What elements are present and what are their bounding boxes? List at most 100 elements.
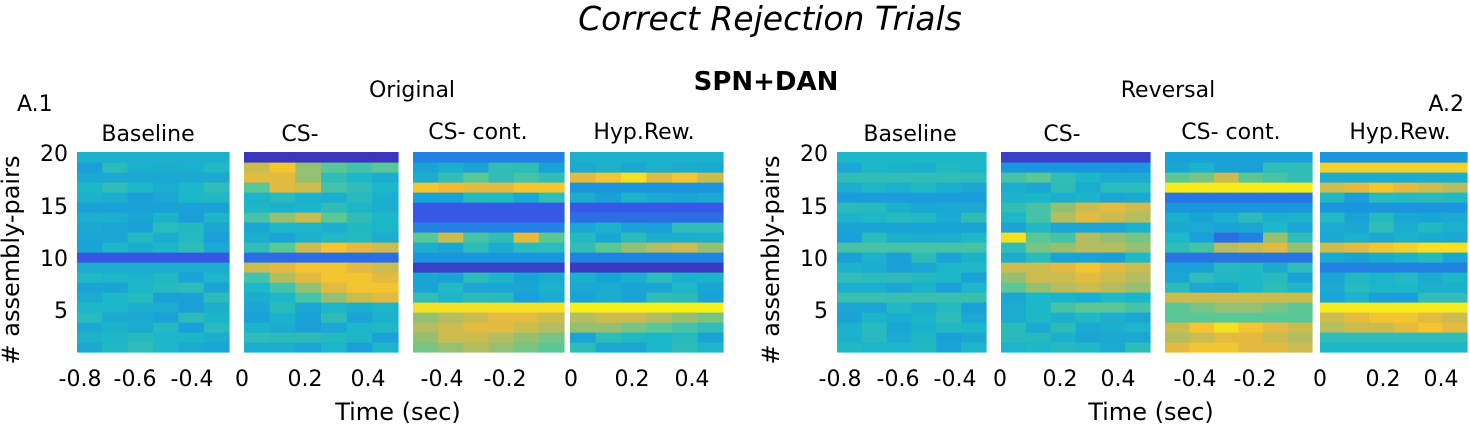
heatmap-cell (837, 292, 863, 303)
x-axis-label: Time (sec) (1087, 398, 1214, 426)
heatmap-cell (1125, 262, 1151, 273)
heatmap-cell (1189, 182, 1215, 193)
heatmap-cell (936, 242, 962, 253)
heatmap-cell (295, 182, 322, 193)
heatmap-cell (1263, 322, 1289, 333)
heatmap-cell (203, 332, 230, 343)
heatmap-cell (438, 302, 464, 313)
heatmap-cell (697, 162, 724, 173)
heatmap-cell (1100, 172, 1126, 183)
heatmap-cell (1214, 212, 1240, 223)
heatmap-cell (697, 182, 724, 193)
heatmap-cell (178, 332, 205, 343)
heatmap-cell (595, 232, 622, 243)
heatmap-cell (178, 292, 205, 303)
heatmap-cell (488, 202, 515, 213)
heatmap-cell (861, 252, 888, 263)
heatmap-cell (1050, 162, 1077, 173)
heatmap-cell (538, 262, 565, 273)
heatmap-cell (1442, 262, 1468, 273)
heatmap-cell (570, 192, 597, 203)
heatmap-cell (837, 192, 863, 203)
heatmap-cell (463, 252, 490, 263)
heatmap-cell (127, 202, 154, 213)
heatmap-cell (595, 342, 622, 353)
heatmap-cell (153, 322, 179, 333)
heatmap-cell (1320, 162, 1346, 173)
heatmap-cell (463, 212, 490, 223)
heatmap-cell (1165, 202, 1191, 213)
heatmap-cell (861, 212, 888, 223)
heatmap-cell (538, 232, 565, 243)
heatmap-cell (538, 312, 565, 323)
heatmap-cell (203, 202, 230, 213)
heatmap-cell (1189, 242, 1215, 253)
heatmap-cell (1075, 252, 1101, 263)
heatmap-cell (203, 282, 230, 293)
heatmap-cell (463, 322, 490, 333)
heatmap-cell (1050, 292, 1077, 303)
heatmap-cell (513, 172, 540, 183)
heatmap-cell (1025, 162, 1052, 173)
heatmap-cell (488, 282, 515, 293)
heatmap-cell (513, 292, 540, 303)
heatmap-cell (438, 152, 464, 163)
heatmap-cell (413, 302, 439, 313)
heatmap-cell (1125, 302, 1151, 313)
heatmap-cell (153, 302, 179, 313)
heatmap-cell (1238, 182, 1264, 193)
heatmap-cell (1344, 282, 1370, 293)
heatmap-cell (269, 252, 296, 263)
heatmap-cell (1075, 342, 1101, 353)
heatmap-cell (153, 312, 179, 323)
heatmap-cell (1393, 182, 1419, 193)
heatmap-cell (672, 202, 699, 213)
heatmap-cell (1369, 322, 1395, 333)
heatmap-cell (886, 342, 913, 353)
heatmap-cell (595, 272, 622, 283)
heatmap-cell (1238, 262, 1264, 273)
heatmap-cell (1100, 312, 1126, 323)
heatmap-cell (961, 212, 987, 223)
heatmap-cell (1263, 182, 1289, 193)
heatmap-cell (911, 212, 937, 223)
heatmap-cell (538, 342, 565, 353)
heatmap-cell (1418, 262, 1444, 273)
heatmap-cell (1418, 212, 1444, 223)
heatmap-cell (538, 292, 565, 303)
heatmap-cell (346, 212, 373, 223)
x-axis-label: Time (sec) (334, 398, 461, 426)
heatmap-cell (1369, 162, 1395, 173)
heatmap-cell (1165, 162, 1191, 173)
heatmap-cell (321, 272, 348, 283)
heatmap-cell (1125, 172, 1151, 183)
heatmap-cell (1344, 342, 1370, 353)
heatmap-cell (203, 292, 230, 303)
heatmap-cell (538, 162, 565, 173)
heatmap-cell (102, 272, 129, 283)
heatmap-cell (77, 152, 103, 163)
heatmap-cell (936, 342, 962, 353)
heatmap-cell (372, 152, 399, 163)
heatmap-cell (1075, 202, 1101, 213)
heatmap-cell (861, 262, 888, 273)
panel-label: A.2 (1428, 92, 1464, 117)
heatmap-cell (102, 312, 129, 323)
segment-title: Baseline (101, 122, 194, 147)
heatmap-cell (1442, 342, 1468, 353)
heatmap-cell (1075, 192, 1101, 203)
heatmap-cell (1263, 302, 1289, 313)
heatmap-cell (203, 162, 230, 173)
heatmap-cell (1214, 252, 1240, 263)
heatmap-cell (438, 312, 464, 323)
heatmap-cell (346, 302, 373, 313)
heatmap-cell (1189, 342, 1215, 353)
heatmap-cell (463, 162, 490, 173)
heatmap-cell (837, 312, 863, 323)
heatmap-cell (1125, 242, 1151, 253)
heatmap-cell (1001, 262, 1027, 273)
heatmap-cell (1393, 202, 1419, 213)
heatmap-cell (1263, 332, 1289, 343)
heatmap-cell (1100, 192, 1126, 203)
heatmap-cell (513, 282, 540, 293)
